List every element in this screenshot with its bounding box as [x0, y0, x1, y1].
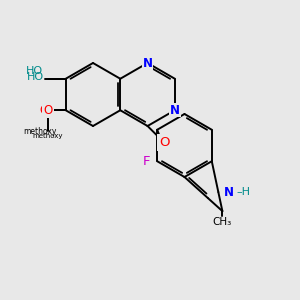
Text: N: N	[224, 186, 234, 199]
Text: –H: –H	[237, 187, 251, 197]
Text: methoxy: methoxy	[32, 133, 63, 139]
Text: N: N	[170, 104, 180, 117]
Text: O: O	[159, 136, 169, 149]
Text: HO: HO	[27, 72, 44, 82]
Text: HO: HO	[26, 66, 43, 76]
Text: CH₃: CH₃	[213, 217, 232, 226]
Text: O: O	[43, 104, 52, 117]
Text: methoxy: methoxy	[23, 127, 56, 136]
Text: O: O	[39, 104, 48, 117]
Text: N: N	[142, 56, 153, 70]
Text: F: F	[143, 155, 151, 168]
